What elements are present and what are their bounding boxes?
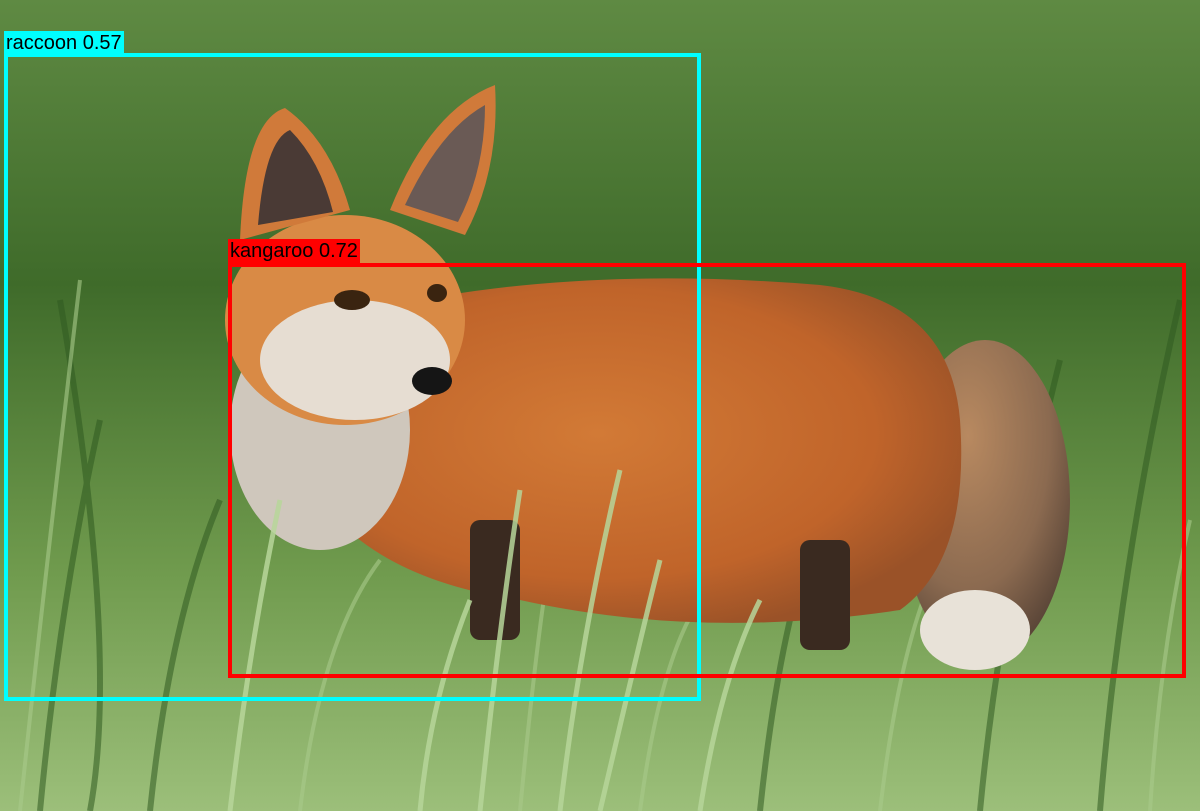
detection-box-raccoon xyxy=(4,53,701,701)
detection-box-kangaroo xyxy=(228,263,1186,678)
detection-label-kangaroo: kangaroo 0.72 xyxy=(228,239,360,263)
detection-label-raccoon: raccoon 0.57 xyxy=(4,31,124,55)
